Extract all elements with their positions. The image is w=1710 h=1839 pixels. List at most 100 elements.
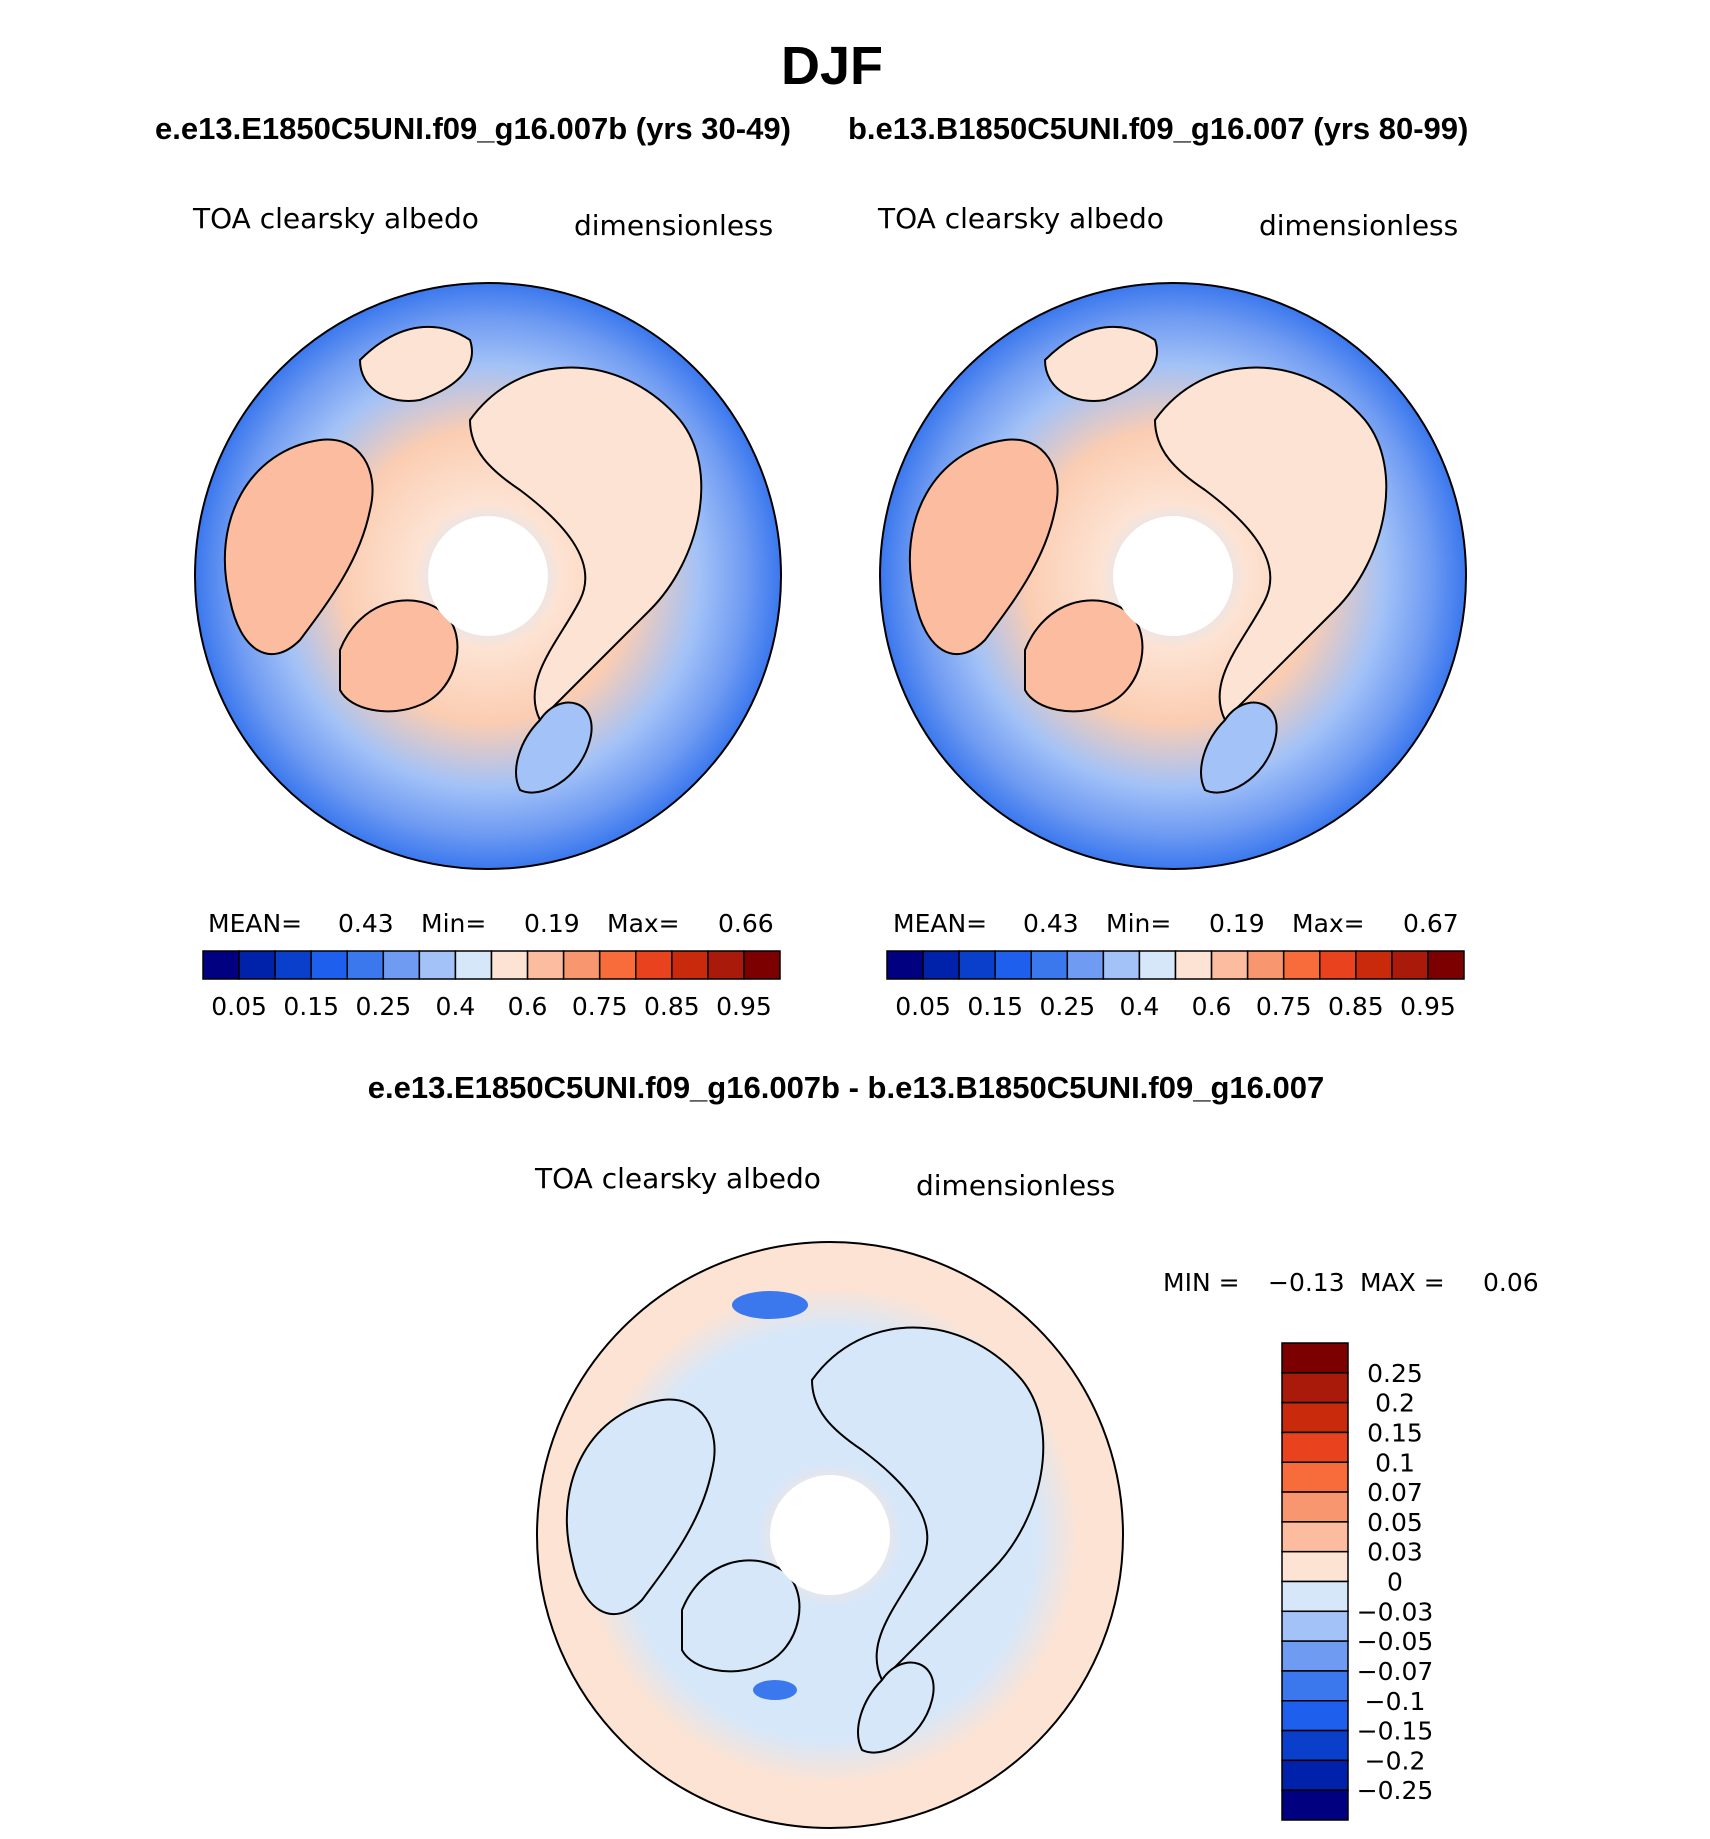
min-label-diff: MIN = (1163, 1268, 1240, 1297)
colorbar-box-right (1102, 950, 1141, 980)
colorbar-tick-label-diff: −0.25 (1357, 1776, 1434, 1805)
polar-map-diff (536, 1241, 1124, 1829)
mean-value-left: 0.43 (338, 909, 394, 938)
colorbar-tick-label-diff: −0.1 (1365, 1687, 1426, 1716)
land-scandinavia-left (515, 701, 593, 794)
colorbar-box-diff (1281, 1491, 1349, 1523)
colorbar-tick-label-right: 0.6 (1192, 992, 1232, 1021)
stats-right: MEAN= 0.43 Min= 0.19 Max= 0.67 (893, 909, 1459, 938)
max-label-right: Max= (1292, 909, 1365, 938)
colorbar-box-left (635, 950, 673, 980)
colorbar-tick-label-left: 0.75 (572, 992, 628, 1021)
colorbar-tick-label-right: 0.95 (1400, 992, 1456, 1021)
colorbar-box-left (346, 950, 385, 980)
colorbar-ticks-left: 0.05 0.15 0.25 0.4 0.6 0.75 0.85 0.95 (211, 992, 772, 1021)
colorbar-box-left (382, 950, 421, 980)
land-greenland-right (1024, 599, 1144, 713)
colorbar-ticks-diff: 0.250.20.150.10.070.050.030−0.03−0.05−0.… (1357, 1359, 1434, 1805)
colorbar-box-diff (1281, 1640, 1349, 1672)
colorbar-box-right (1138, 950, 1177, 980)
colorbar-tick-label-diff: 0.2 (1375, 1389, 1415, 1418)
colorbar-box-left (707, 950, 745, 980)
panel-top-left: TOA clearsky albedo dimensionless MEAN= … (192, 202, 782, 1021)
min-label-right: Min= (1106, 909, 1171, 938)
colorbar-box-diff (1281, 1550, 1349, 1583)
polar-map-left (194, 282, 782, 870)
colorbar-box-left (598, 950, 637, 980)
colorbar-box-diff (1281, 1521, 1349, 1553)
colorbar-tick-label-diff: 0 (1387, 1568, 1403, 1597)
colorbar-box-left (310, 950, 348, 980)
negative-anomaly-iceland (753, 1680, 797, 1700)
min-value-diff: −0.13 (1268, 1268, 1345, 1297)
colorbar-tick-label-right: 0.25 (1039, 992, 1095, 1021)
colorbar-box-right (1391, 950, 1429, 980)
difference-title: e.e13.E1850C5UNI.f09_g16.007b - b.e13.B1… (368, 1070, 1324, 1105)
max-value-right: 0.67 (1403, 909, 1459, 938)
colorbar-tick-label-left: 0.85 (644, 992, 700, 1021)
max-label-diff: MAX = (1360, 1268, 1445, 1297)
land-asia-east-right (1043, 325, 1158, 402)
colorbar-left (202, 950, 781, 980)
land-eurasia-diff (810, 1326, 1045, 1682)
colorbar-box-diff (1281, 1431, 1349, 1463)
polar-map-right (879, 282, 1467, 870)
colorbar-box-diff (1281, 1670, 1349, 1702)
colorbar-diff (1281, 1342, 1349, 1821)
variable-label-right: TOA clearsky albedo (877, 202, 1164, 235)
pole-hole-diff (770, 1475, 890, 1595)
colorbar-tick-label-left: 0.4 (436, 992, 476, 1021)
colorbar-box-diff (1281, 1461, 1349, 1493)
colorbar-tick-label-diff: −0.15 (1357, 1717, 1434, 1746)
colorbar-box-right (1246, 950, 1285, 980)
units-label-diff: dimensionless (916, 1169, 1115, 1202)
map-border-diff (536, 1241, 1124, 1829)
land-eurasia-right (1153, 366, 1388, 722)
panel-top-right: TOA clearsky albedo dimensionless MEAN= … (877, 202, 1467, 1021)
colorbar-tick-label-diff: 0.03 (1367, 1538, 1423, 1567)
colorbar-tick-label-left: 0.95 (716, 992, 772, 1021)
colorbar-box-left (418, 950, 457, 980)
min-label-left: Min= (421, 909, 486, 938)
negative-anomaly-pacific (732, 1291, 808, 1319)
colorbar-box-left (454, 950, 493, 980)
mean-label-left: MEAN= (208, 909, 302, 938)
colorbar-tick-label-right: 0.75 (1256, 992, 1312, 1021)
colorbar-box-left (743, 950, 781, 980)
colorbar-box-left (202, 950, 240, 980)
colorbar-tick-label-right: 0.4 (1120, 992, 1160, 1021)
land-north-america-diff (565, 1398, 716, 1616)
colorbar-tick-label-left: 0.25 (355, 992, 411, 1021)
variable-label-diff: TOA clearsky albedo (534, 1162, 821, 1195)
colorbar-box-right (1174, 950, 1213, 980)
colorbar-box-diff (1281, 1401, 1349, 1434)
colorbar-box-left (274, 950, 312, 980)
colorbar-box-right (922, 950, 960, 980)
colorbar-tick-label-right: 0.05 (895, 992, 951, 1021)
colorbar-box-left (238, 950, 276, 980)
max-value-left: 0.66 (718, 909, 774, 938)
colorbar-box-right (1066, 950, 1105, 980)
colorbar-box-diff (1281, 1580, 1349, 1613)
units-label-right: dimensionless (1259, 209, 1458, 242)
colorbar-tick-label-diff: 0.05 (1367, 1508, 1423, 1537)
colorbar-box-diff (1281, 1759, 1349, 1791)
colorbar-tick-label-diff: 0.07 (1367, 1478, 1423, 1507)
min-value-left: 0.19 (524, 909, 580, 938)
land-eurasia-left (468, 366, 703, 722)
colorbar-box-right (994, 950, 1032, 980)
colorbar-tick-label-diff: −0.07 (1357, 1657, 1434, 1686)
colorbar-tick-label-left: 0.05 (211, 992, 267, 1021)
min-value-right: 0.19 (1209, 909, 1265, 938)
land-scandinavia-right (1200, 701, 1278, 794)
colorbar-tick-label-left: 0.6 (508, 992, 548, 1021)
colorbar-box-left (490, 950, 529, 980)
colorbar-box-left (562, 950, 601, 980)
colorbar-ticks-right: 0.05 0.15 0.25 0.4 0.6 0.75 0.85 0.95 (895, 992, 1456, 1021)
map-border-left (194, 282, 782, 870)
land-greenland-diff (681, 1559, 801, 1673)
pole-hole-left (428, 516, 548, 636)
max-label-left: Max= (607, 909, 680, 938)
colorbar-box-left (526, 950, 565, 980)
